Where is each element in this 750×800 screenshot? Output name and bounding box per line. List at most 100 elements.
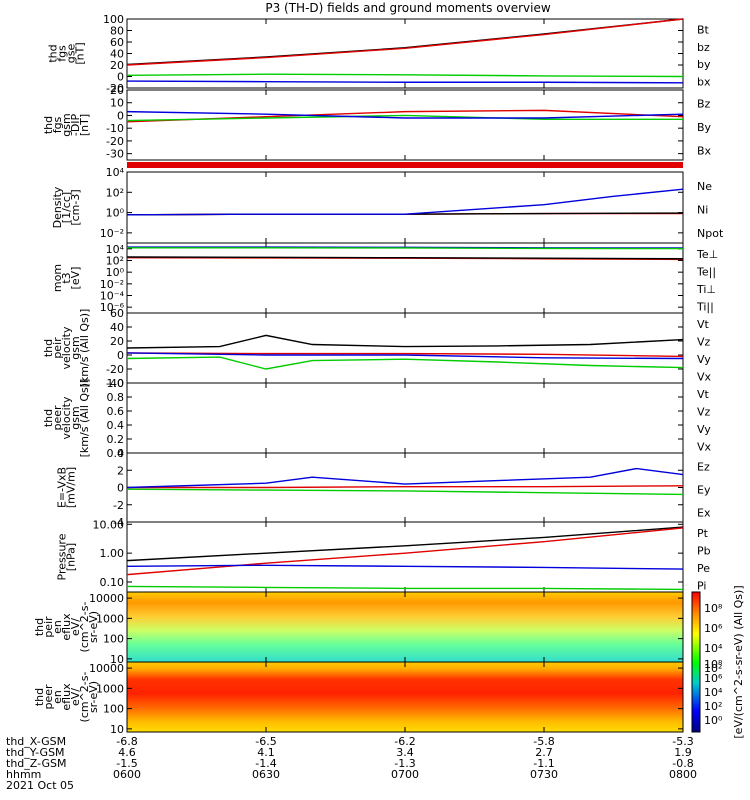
x-tick-label: -6.8 (116, 735, 137, 748)
y-label-line: velocity (60, 396, 73, 439)
legend-Pe: Pe (697, 562, 710, 575)
series-Te|| (126, 256, 684, 260)
y-tick-label: 1.0 (107, 377, 125, 390)
series-Bt (126, 18, 684, 66)
y-label-line: en (51, 690, 64, 704)
legend-Vz: Vz (697, 405, 711, 418)
y-axis-label: thdpeirenefluxeV/(cm^2-s-sr-eV) (33, 602, 100, 653)
series-Pb (126, 527, 684, 576)
y-label-line: eV/ (69, 618, 82, 636)
y-label-line: eflux (60, 683, 73, 711)
x-tick-label: -1.5 (116, 757, 137, 770)
series-Pt (126, 526, 684, 562)
colorbar-tick: 10² (704, 662, 722, 675)
panel-frame (126, 89, 684, 161)
legend-Ne: Ne (697, 180, 712, 193)
legend-Pb: Pb (697, 544, 711, 557)
series-Vx (126, 352, 684, 360)
panel-3: 10⁴ 10² 10⁰ 10⁻² Density[1/cc][cm-3] Ne Ni Npot (51, 166, 724, 244)
y-tick-label: 60 (110, 36, 124, 49)
x-tick-label: 0800 (669, 768, 697, 781)
y-label-line: (cm^2-s- (78, 672, 91, 723)
figure-title: P3 (TH-D) fields and ground moments over… (265, 1, 550, 15)
panel-frame (126, 18, 684, 89)
x-tick-label: -0.8 (672, 757, 693, 770)
y-tick-label: 10⁰ (106, 207, 125, 220)
y-label-line: [1/cc] (60, 192, 73, 223)
legend-bx: bx (697, 75, 711, 88)
series-Vy (126, 356, 684, 370)
series-Ti|| (127, 247, 684, 250)
series-Ex (126, 467, 684, 489)
y-tick-label: -2 (113, 499, 124, 512)
panel-frame (126, 242, 684, 314)
x-row-label: hhmm (6, 768, 41, 781)
panel-6: 1.00.80.60.40.20.0 thdpeervelocitygsm[km/… (42, 377, 712, 460)
y-tick-label: -20 (106, 135, 124, 148)
colorbar-tick: 10⁴ (704, 642, 723, 655)
legend-Te||: Te|| (696, 265, 716, 278)
y-axis-label: E=-VxB[mV/m] (56, 467, 78, 508)
y-tick-label: 10 (110, 653, 124, 666)
panel-10: 10000 1000 100 10 thdpeerenefluxeV/(cm^2-s-s… (33, 661, 684, 736)
y-tick-label: 0.4 (107, 419, 125, 432)
series-Vt (126, 334, 684, 349)
y-tick-label: 0.2 (107, 433, 125, 446)
y-label-line: gsm (69, 406, 82, 429)
y-axis-label: thdpeirvelocitygsm[km/s (All Qs)] (42, 309, 91, 388)
y-axis-label: thdfgsgsm-DIP[nT] (42, 113, 91, 136)
x-tick-label: 4.6 (118, 746, 136, 759)
y-tick-label: 20 (110, 59, 124, 72)
y-tick-label: 10⁴ (106, 166, 125, 179)
y-label-line: sr-eV) (87, 681, 100, 713)
y-tick-label: 0.8 (107, 391, 125, 404)
y-axis-label: thdpeervelocitygsm[km/s (All Qs)] (42, 379, 91, 458)
y-tick-label: 10.00 (93, 518, 125, 531)
panel-frame (126, 521, 684, 593)
series-By (126, 114, 683, 122)
y-tick-label: 80 (110, 25, 124, 38)
y-tick-label: 2 (117, 464, 124, 477)
y-tick-label: 40 (110, 48, 124, 61)
x-tick-label: 3.4 (396, 746, 414, 759)
y-label-line: thd (42, 339, 55, 357)
y-label-line: thd (33, 688, 46, 706)
y-tick-label: 10000 (89, 662, 124, 675)
series-Ey (126, 488, 684, 496)
x-tick-label: -5.3 (672, 735, 693, 748)
y-label-line: peir (51, 337, 64, 359)
y-tick-label: 1.00 (100, 547, 125, 560)
y-axis-label: thdpeerenefluxeV/(cm^2-s-sr-eV) (33, 672, 100, 723)
colorbar-tick: 10⁸ (704, 602, 723, 615)
legend-Vt: Vt (697, 388, 710, 401)
y-label-line: fgs (51, 116, 64, 133)
y-tick-label: -30 (106, 148, 124, 161)
colorbar-tick: 10⁸ (704, 658, 723, 671)
legend-Vx: Vx (697, 370, 712, 383)
y-tick-label: 10² (106, 186, 124, 199)
bottom-axis-labels: thd_X-GSM -6.8 -6.5 -6.2 -5.8 -5.3 thd_Y-GSM 4.… (6, 735, 697, 792)
legend-Te⊥: Te⊥ (696, 248, 718, 261)
y-label-line: Pressure (56, 533, 69, 580)
y-label-line: peir (42, 616, 55, 638)
x-tick-label: -1.1 (533, 757, 554, 770)
y-label-line: [eV] (69, 267, 82, 290)
series-by (126, 73, 684, 78)
y-tick-label: -20 (106, 363, 124, 376)
y-label-line: en (51, 620, 64, 634)
y-axis-label: thdfgsgse[nT] (47, 42, 87, 64)
y-tick-label: 10000 (89, 592, 124, 605)
x-tick-label: 2.7 (535, 746, 553, 759)
colorbar-scale (691, 591, 701, 733)
legend-Vx: Vx (697, 440, 712, 453)
y-tick-label: 0 (117, 482, 124, 495)
y-label-line: peer (51, 405, 64, 431)
y-label-line: fgs (56, 45, 69, 62)
y-label-line: eflux (60, 613, 73, 641)
y-tick-label: 40 (110, 321, 124, 334)
y-tick-label: -20 (106, 82, 124, 95)
panel-7: 4 2 0 -2 -4 E=-VxB[mV/m] Ez Ey Ex (56, 447, 711, 529)
x-row-label: thd_Z-GSM (6, 757, 66, 770)
legend-bz: bz (697, 41, 710, 54)
